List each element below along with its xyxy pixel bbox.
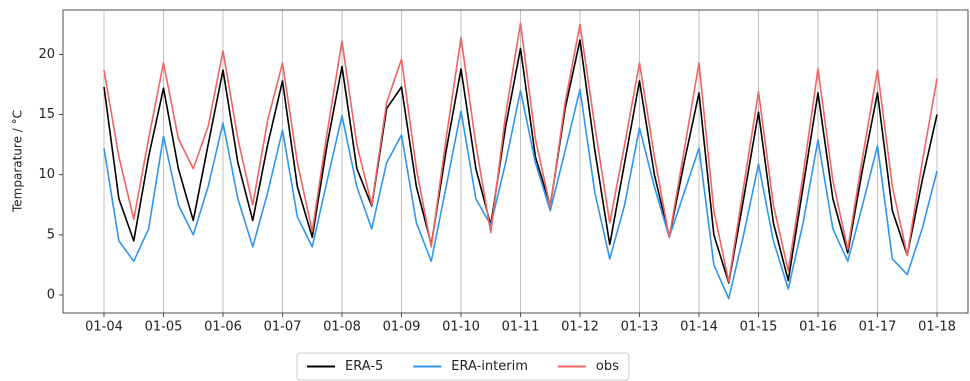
legend-label: obs (596, 359, 619, 374)
y-axis-label: Temparature / °C (11, 110, 25, 213)
y-tick-label: 0 (47, 287, 55, 302)
x-tick-label: 01-18 (918, 320, 956, 335)
series-line (103, 88, 938, 300)
x-tick-label: 01-12 (561, 320, 599, 335)
y-tick-label: 10 (38, 167, 55, 182)
x-tick-label: 01-11 (502, 320, 540, 335)
x-tick-label: 01-16 (799, 320, 837, 335)
x-tick-label: 01-06 (204, 320, 242, 335)
y-tick-label: 20 (38, 47, 55, 62)
x-tick-label: 01-04 (85, 320, 123, 335)
y-tick-label: 5 (47, 227, 55, 242)
legend-label: ERA-5 (345, 359, 383, 374)
x-tick-label: 01-15 (740, 320, 778, 335)
plot-frame (62, 9, 969, 314)
series-line (103, 39, 938, 284)
x-tick-label: 01-13 (621, 320, 659, 335)
x-tick-label: 01-14 (680, 320, 718, 335)
legend-box (296, 352, 630, 381)
x-tick-label: 01-10 (442, 320, 480, 335)
x-tick-label: 01-17 (859, 320, 897, 335)
x-tick-label: 01-07 (264, 320, 302, 335)
x-tick-label: 01-05 (145, 320, 183, 335)
legend-label: ERA-interim (451, 359, 528, 374)
legend: ERA-5 ERA-interim obs (296, 352, 630, 381)
y-tick-label: 15 (38, 107, 55, 122)
series-line (103, 22, 938, 283)
x-tick-label: 01-09 (383, 320, 421, 335)
x-tick-label: 01-08 (323, 320, 361, 335)
